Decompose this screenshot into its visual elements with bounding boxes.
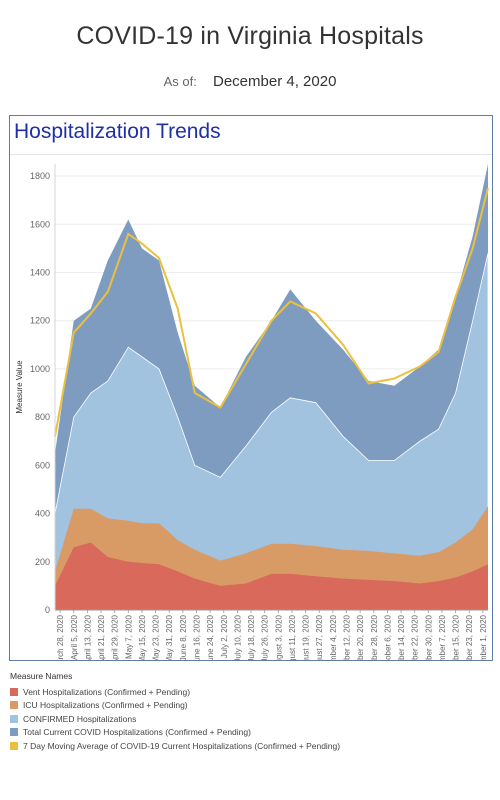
y-tick-label: 800 bbox=[35, 412, 50, 422]
x-tick-label: July 26, 2020 bbox=[261, 614, 270, 660]
x-tick-label: October 6, 2020 bbox=[383, 614, 392, 660]
y-tick-label: 400 bbox=[35, 509, 50, 519]
page-title: COVID-19 in Virginia Hospitals bbox=[76, 22, 424, 50]
x-tick-label: July 18, 2020 bbox=[247, 614, 256, 660]
x-tick-label: September 4, 2020 bbox=[329, 614, 338, 660]
x-tick-label: May 7, 2020 bbox=[124, 614, 133, 659]
legend-swatch bbox=[10, 714, 18, 723]
x-tick-label: April 13, 2020 bbox=[83, 614, 92, 660]
legend-item[interactable]: Vent Hospitalizations (Confirmed + Pendi… bbox=[10, 685, 340, 699]
x-tick-label: June 24, 2020 bbox=[206, 614, 215, 660]
series-area bbox=[54, 253, 489, 611]
y-tick-label: 1400 bbox=[30, 267, 50, 277]
x-tick-label: October 22, 2020 bbox=[411, 614, 420, 660]
y-tick-label: 200 bbox=[35, 557, 50, 567]
x-tick-label: April 29, 2020 bbox=[111, 614, 120, 660]
legend-item[interactable]: Total Current COVID Hospitalizations (Co… bbox=[10, 726, 340, 740]
legend-label: ICU Hospitalizations (Confirmed + Pendin… bbox=[23, 700, 188, 711]
legend-label: Vent Hospitalizations (Confirmed + Pendi… bbox=[23, 686, 191, 697]
y-axis-title: Measure Value bbox=[15, 360, 24, 414]
y-tick-label: 1800 bbox=[30, 171, 50, 181]
chart-panel: Hospitalization Trends 0 200 400 600 800 1000… bbox=[9, 115, 493, 661]
x-tick-label: August 27, 2020 bbox=[315, 614, 324, 660]
legend: Measure Names Vent Hospitalizations (Con… bbox=[10, 671, 340, 753]
series-line bbox=[54, 187, 489, 437]
legend-title: Measure Names bbox=[10, 671, 73, 681]
x-tick-label: September 28, 2020 bbox=[370, 614, 379, 660]
y-tick-label: 0 bbox=[45, 605, 50, 615]
legend-label: CONFIRMED Hospitalizations bbox=[23, 713, 137, 724]
x-tick-label: August 11, 2020 bbox=[288, 614, 297, 660]
x-tick-label: November 15, 2020 bbox=[452, 614, 461, 660]
legend-label: 7 Day Moving Average of COVID-19 Current… bbox=[23, 740, 341, 751]
legend-swatch bbox=[10, 741, 18, 750]
x-tick-label: July 10, 2020 bbox=[233, 614, 242, 660]
y-tick-label: 600 bbox=[35, 460, 50, 470]
x-tick-label: May 31, 2020 bbox=[165, 614, 174, 660]
panel-title-divider bbox=[10, 154, 492, 155]
x-tick-label: August 19, 2020 bbox=[302, 614, 311, 660]
x-tick-label: August 3, 2020 bbox=[274, 614, 283, 660]
x-tick-label: September 12, 2020 bbox=[343, 614, 352, 660]
x-tick-label: November 7, 2020 bbox=[438, 614, 447, 660]
x-tick-label: April 21, 2020 bbox=[97, 614, 106, 660]
y-tick-label: 1200 bbox=[30, 316, 50, 326]
legend-swatch bbox=[10, 728, 18, 737]
x-tick-label: September 20, 2020 bbox=[356, 614, 365, 660]
panel-title: Hospitalization Trends bbox=[14, 120, 221, 143]
hospitalization-trends-chart[interactable]: 0 200 400 600 800 1000 1200 1400 1600 1800 Measure… bbox=[10, 116, 492, 660]
legend-swatch bbox=[10, 701, 18, 710]
x-tick-label: October 30, 2020 bbox=[424, 614, 433, 660]
x-tick-label: October 14, 2020 bbox=[397, 614, 406, 660]
x-tick-label: December 1, 2020 bbox=[479, 614, 488, 660]
x-tick-label: May 15, 2020 bbox=[138, 614, 147, 660]
x-tick-label: May 23, 2020 bbox=[152, 614, 161, 660]
legend-swatch bbox=[10, 687, 18, 696]
as-of-date: December 4, 2020 bbox=[213, 73, 337, 90]
as-of-label: As of: bbox=[163, 74, 197, 89]
x-tick-label: April 5, 2020 bbox=[70, 614, 79, 659]
as-of-line: As of: December 4, 2020 bbox=[0, 73, 500, 90]
legend-item[interactable]: CONFIRMED Hospitalizations bbox=[10, 712, 340, 726]
legend-item[interactable]: ICU Hospitalizations (Confirmed + Pendin… bbox=[10, 699, 340, 713]
legend-item[interactable]: 7 Day Moving Average of COVID-19 Current… bbox=[10, 739, 340, 753]
x-tick-label: November 23, 2020 bbox=[465, 614, 474, 660]
y-tick-label: 1600 bbox=[30, 219, 50, 229]
x-tick-label: June 16, 2020 bbox=[192, 614, 201, 660]
series-area bbox=[55, 542, 488, 610]
x-tick-label: June 8, 2020 bbox=[179, 614, 188, 660]
legend-label: Total Current COVID Hospitalizations (Co… bbox=[23, 727, 251, 738]
x-tick-label: July 2, 2020 bbox=[220, 614, 229, 658]
y-tick-label: 1000 bbox=[30, 364, 50, 374]
x-tick-label: March 28, 2020 bbox=[56, 614, 65, 660]
